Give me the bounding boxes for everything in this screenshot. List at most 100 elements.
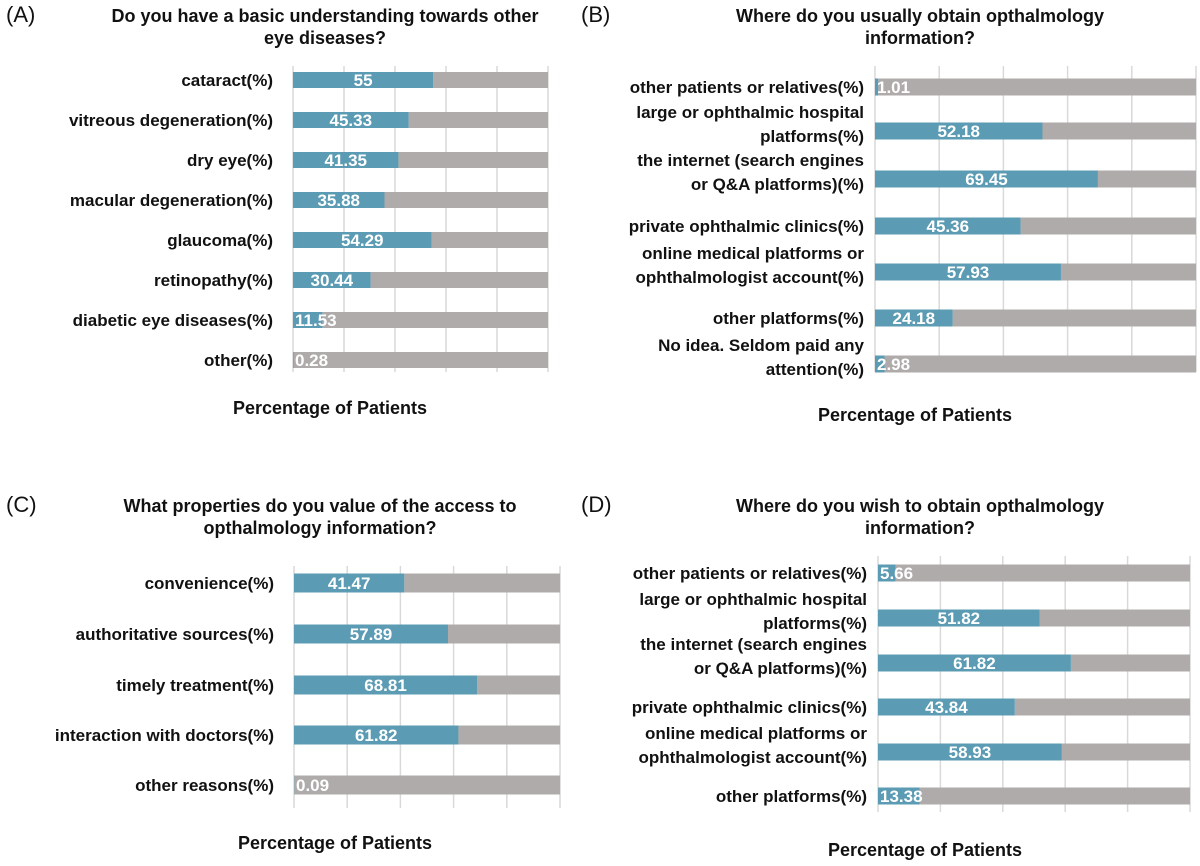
panel-d-bar-rest	[1070, 654, 1190, 672]
panel-a-value-label: 55	[354, 71, 373, 90]
panel-b-label: (B)	[581, 2, 611, 27]
panel-d-bar	[878, 787, 920, 805]
panel-a-xlabel: Percentage of Patients	[232, 398, 428, 418]
panel-c-xlabel: Percentage of Patients	[237, 833, 433, 853]
panel-b-category-label: other patients or relatives(%)	[630, 78, 864, 97]
panel-a-value-label: 45.33	[330, 111, 373, 130]
panel-d-category-label: other platforms(%)	[716, 787, 867, 806]
panel-d-category-label: private ophthalmic clinics(%)	[632, 698, 867, 717]
panel-b-bar	[875, 78, 879, 96]
panel-b-category-label: platforms(%)	[760, 127, 864, 146]
panel-a-category-label: dry eye(%)	[187, 151, 273, 170]
panel-d-xlabel: Percentage of Patients	[827, 840, 1023, 860]
panel-a-category-label: glaucoma(%)	[167, 231, 273, 250]
panel-a-category-label: retinopathy(%)	[154, 271, 273, 290]
panel-b-bar	[875, 170, 1098, 188]
panel-b-bar	[875, 355, 885, 373]
panel-a-bar	[293, 232, 432, 248]
panel-c-bar-rest	[477, 675, 560, 695]
panel-d-category-label: ophthalmologist account(%)	[638, 748, 867, 767]
panel-a-value-label: 54.29	[341, 231, 384, 250]
panel-d-category-label: large or ophthalmic hospital	[639, 590, 867, 609]
panel-b-category-label: large or ophthalmic hospital	[636, 103, 864, 122]
panel-b-value-label: 24.18	[893, 309, 936, 328]
panel-c-value-label: 61.82	[355, 726, 398, 745]
panel-c-bar	[294, 725, 459, 745]
panel-b-category-label: ophthalmologist account(%)	[635, 268, 864, 287]
panel-a-bar	[293, 152, 399, 168]
panel-c-value-label: 68.81	[364, 676, 407, 695]
panel-b-category-label: or Q&A platforms)(%)	[691, 175, 864, 194]
panel-a-bar-rest	[370, 272, 548, 288]
panel-a-bar-rest	[431, 232, 548, 248]
panel-a-category-label: macular degeneration(%)	[70, 191, 273, 210]
panel-b-bar-rest	[1020, 217, 1196, 235]
panel-c-title: What properties do you value of the acce…	[123, 496, 517, 538]
panel-b-bar	[875, 122, 1043, 140]
panel-b-category-label: private ophthalmic clinics(%)	[629, 217, 864, 236]
panel-d-category-label: online medical platforms or	[645, 724, 867, 743]
panel-d-bar-rest	[1039, 609, 1190, 627]
panel-b-value-label: 57.93	[947, 263, 990, 282]
panel-d-bar-rest	[895, 564, 1190, 582]
panel-b-bar-rest	[1097, 170, 1196, 188]
panel-a-bar	[293, 272, 371, 288]
panel-b-value-label: 2.98	[877, 355, 910, 374]
panel-c-category-label: interaction with doctors(%)	[55, 726, 274, 745]
panel-b-bar	[875, 217, 1021, 235]
panel-d-value-label: 5.66	[880, 564, 913, 583]
panel-d-value-label: 43.84	[925, 698, 968, 717]
panel-d-value-label: 51.82	[938, 609, 981, 628]
panel-d-category-label: or Q&A platforms)(%)	[694, 659, 867, 678]
panel-b-bar-rest	[884, 355, 1196, 373]
panel-a-bar-rest	[293, 352, 548, 368]
panel-c-bar-rest	[447, 624, 560, 644]
panel-b-bar-rest	[1042, 122, 1196, 140]
panel-c-bar-rest	[404, 573, 560, 593]
panel-a-bar	[293, 192, 385, 208]
panel-d-bar-rest	[1014, 698, 1190, 716]
panel-b-category-label: the internet (search engines	[637, 151, 864, 170]
panel-d-bar-rest	[1061, 743, 1190, 761]
panel-a-value-label: 11.53	[295, 311, 337, 330]
panel-c-bar-rest	[294, 775, 560, 795]
panel-a-category-label: vitreous degeneration(%)	[69, 111, 273, 130]
panel-c-bar	[294, 624, 448, 644]
panel-a-bar-rest	[398, 152, 548, 168]
panel-a-category-label: cataract(%)	[181, 71, 273, 90]
panel-d-bar	[878, 743, 1062, 761]
panel-d-value-label: 58.93	[949, 743, 992, 762]
panel-b-category-label: other platforms(%)	[713, 309, 864, 328]
panel-a-bar	[293, 352, 294, 368]
panel-a-value-label: 41.35	[324, 151, 367, 170]
panel-d-category-label: platforms(%)	[763, 614, 867, 633]
panel-b-bar-rest	[952, 309, 1196, 327]
panel-b-bar	[875, 263, 1061, 281]
panel-a-bar-rest	[408, 112, 548, 128]
panel-a-bar	[293, 72, 434, 88]
panel-c-category-label: timely treatment(%)	[116, 676, 274, 695]
panel-b-title: Where do you usually obtain opthalmology…	[735, 6, 1104, 48]
panel-b-xlabel: Percentage of Patients	[817, 405, 1013, 425]
panel-c-category-label: authoritative sources(%)	[76, 625, 274, 644]
panel-b-bar	[875, 309, 953, 327]
panel-d-label: (D)	[581, 492, 612, 517]
panel-c-category-label: other reasons(%)	[135, 776, 274, 795]
panel-c-label: (C)	[6, 492, 37, 517]
panel-c-bar-rest	[458, 725, 560, 745]
panel-a-category-label: diabetic eye diseases(%)	[73, 311, 273, 330]
panel-d-bar	[878, 698, 1015, 716]
panel-b-value-label: 52.18	[937, 122, 980, 141]
panel-c-bar	[294, 675, 478, 695]
panel-a-bar	[293, 312, 323, 328]
panel-a-bar-rest	[384, 192, 548, 208]
panel-d-bar-rest	[919, 787, 1190, 805]
panel-a-value-label: 30.44	[311, 271, 354, 290]
panel-c-bar	[294, 573, 405, 593]
panel-d-bar	[878, 564, 896, 582]
panel-a-label: (A)	[6, 2, 36, 27]
panel-b-bar-rest	[1060, 263, 1196, 281]
panel-a-category-label: other(%)	[204, 351, 273, 370]
